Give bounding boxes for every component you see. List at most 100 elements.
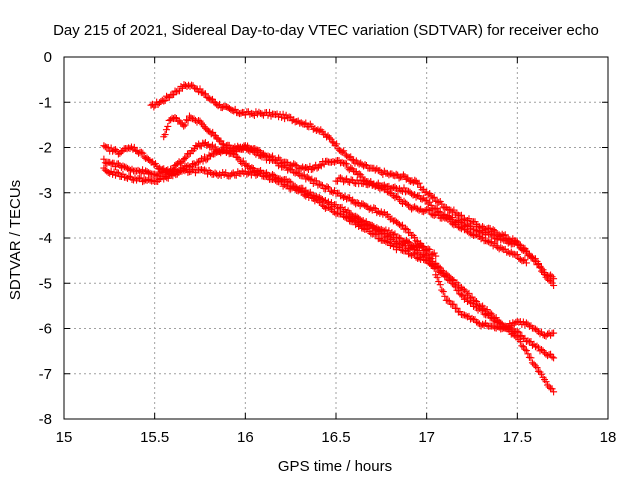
data-point [285, 165, 293, 173]
data-point [525, 322, 533, 330]
y-axis-label: SDTVAR / TECUs [7, 180, 24, 300]
data-point [306, 176, 314, 184]
data-point [415, 254, 423, 262]
data-point [194, 158, 202, 166]
data-point [433, 273, 441, 281]
data-point [300, 191, 308, 199]
data-point [361, 201, 369, 209]
data-point [344, 214, 352, 222]
data-point [533, 342, 541, 350]
data-point [267, 155, 275, 163]
data-point [170, 169, 178, 177]
data-point [291, 161, 299, 169]
data-point [402, 224, 410, 232]
data-point [258, 110, 266, 118]
data-point [182, 153, 190, 161]
data-point [544, 352, 552, 360]
data-point [238, 143, 246, 151]
data-point [334, 209, 342, 217]
data-point [364, 220, 372, 228]
data-point [450, 206, 458, 214]
data-point [377, 225, 385, 233]
data-point [439, 288, 447, 296]
data-point [391, 172, 399, 180]
data-point [448, 276, 456, 284]
data-point [391, 183, 399, 191]
data-point [488, 238, 496, 246]
data-point [524, 337, 532, 345]
data-point [196, 85, 204, 93]
data-point [145, 169, 153, 177]
y-tick-label: -5 [39, 275, 52, 292]
data-point [444, 271, 452, 279]
data-point [328, 138, 336, 146]
x-tick-label: 16 [237, 429, 254, 446]
data-point [536, 330, 544, 338]
data-point [433, 263, 441, 271]
data-point [177, 119, 185, 127]
data-point [426, 198, 434, 206]
data-point [435, 278, 443, 286]
data-point [430, 193, 438, 201]
data-point [249, 168, 257, 176]
data-point [333, 140, 341, 148]
data-point [364, 181, 372, 189]
data-point [538, 267, 546, 275]
data-point [432, 263, 440, 271]
data-point [317, 198, 325, 206]
data-point [408, 251, 416, 259]
data-point [181, 167, 189, 175]
x-tick-label: 15.5 [140, 429, 169, 446]
data-point [468, 314, 476, 322]
data-point [340, 147, 348, 155]
data-point [228, 106, 236, 114]
data-point [230, 107, 238, 115]
data-point [541, 331, 549, 339]
data-point [510, 331, 518, 339]
data-point [412, 237, 420, 245]
data-point [188, 81, 196, 89]
data-point [456, 307, 464, 315]
data-point [507, 330, 515, 338]
data-point [149, 177, 157, 185]
data-point [343, 195, 351, 203]
data-point [477, 303, 485, 311]
data-point [142, 167, 150, 175]
data-point [521, 345, 529, 353]
data-point [539, 331, 547, 339]
data-point [550, 354, 558, 362]
data-point [214, 148, 222, 156]
data-point [139, 149, 147, 157]
data-point [303, 173, 311, 181]
data-point [515, 240, 523, 248]
data-point [400, 197, 408, 205]
data-point [531, 362, 539, 370]
data-point [522, 319, 530, 327]
data-point [368, 221, 376, 229]
y-tick-label: -3 [39, 185, 52, 202]
data-point [288, 117, 296, 125]
data-point [465, 289, 473, 297]
data-point [418, 243, 426, 251]
data-point [181, 121, 189, 129]
data-point [473, 297, 481, 305]
data-point [161, 173, 169, 181]
data-point [376, 209, 384, 217]
data-point [550, 329, 558, 337]
data-point [193, 118, 201, 126]
data-point [432, 252, 440, 260]
data-point [357, 159, 365, 167]
data-point [495, 318, 503, 326]
data-point [400, 184, 408, 192]
data-point [470, 232, 478, 240]
data-point [152, 171, 160, 179]
data-point [172, 88, 180, 96]
data-point [373, 165, 381, 173]
data-point [167, 116, 175, 124]
data-point [302, 119, 310, 127]
data-point [424, 245, 432, 253]
data-point [341, 176, 349, 184]
data-point [201, 166, 209, 174]
data-point [450, 300, 458, 308]
data-point [436, 268, 444, 276]
